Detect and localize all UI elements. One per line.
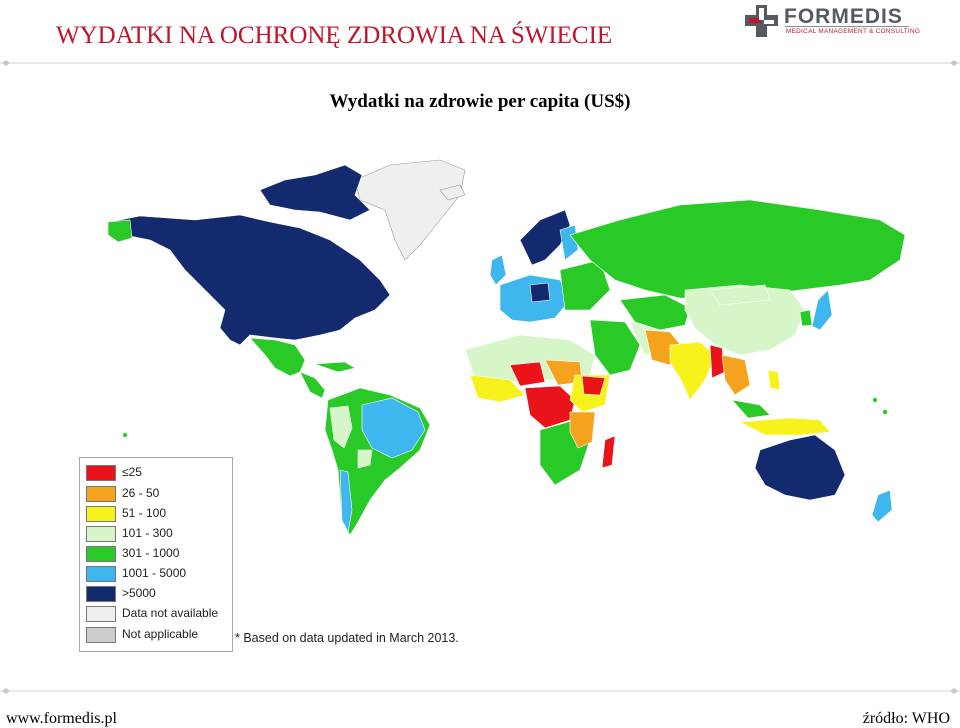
- legend-swatch: [86, 526, 116, 542]
- region-iceland: [439, 184, 466, 201]
- region-japan: [811, 289, 833, 331]
- region-central-asia: [619, 294, 691, 331]
- region-canada-islands: [259, 164, 371, 221]
- footer-website: www.formedis.pl: [6, 710, 117, 727]
- legend-label: ≤25: [122, 465, 142, 479]
- bottom-divider: [0, 688, 960, 694]
- region-brazil: [361, 397, 426, 459]
- slide-title: WYDATKI NA OCHRONĘ ZDROWIA NA ŚWIECIE: [56, 22, 613, 49]
- region-west-africa: [469, 374, 526, 403]
- region-central-america: [299, 371, 326, 399]
- region-andes: [329, 405, 353, 449]
- map-footnote: * Based on data updated in March 2013.: [235, 631, 459, 645]
- region-malaysia: [731, 399, 771, 419]
- legend-swatch: [86, 566, 116, 582]
- region-finland: [559, 224, 579, 261]
- region-north-america: [109, 214, 391, 346]
- legend-swatch: [86, 627, 116, 643]
- region-ethiopia: [581, 375, 606, 396]
- region-australia: [754, 434, 846, 501]
- map-title: Wydatki na zdrowie per capita (US$): [329, 91, 631, 112]
- footer-source: źródło: WHO: [862, 710, 950, 727]
- legend-label: >5000: [122, 586, 156, 600]
- cross-icon: [745, 5, 778, 37]
- legend-swatch: [86, 586, 116, 602]
- legend-swatch: [86, 546, 116, 562]
- region-new-zealand: [871, 489, 893, 523]
- legend-swatch: [86, 506, 116, 522]
- legend-label: Not applicable: [122, 627, 199, 641]
- legend-swatch: [86, 465, 116, 481]
- region-madagascar: [601, 435, 616, 469]
- region-sahel: [509, 361, 546, 387]
- world-map: [107, 159, 906, 536]
- legend-label: Data not available: [122, 606, 219, 620]
- region-chile: [339, 469, 353, 533]
- region-indochina: [721, 354, 751, 396]
- map-legend: ≤25 26 - 50 51 - 100 101 - 300 301 - 100…: [79, 457, 233, 652]
- region-paraguay: [357, 449, 373, 469]
- logo-underline: [785, 26, 909, 27]
- formedis-logo: FORMEDIS MEDICAL MANAGEMENT & CONSULTING: [744, 4, 920, 40]
- region-india: [669, 341, 716, 401]
- legend-label: 101 - 300: [122, 526, 173, 540]
- region-tanzania-mozambique: [569, 411, 596, 449]
- region-mongolia: [709, 284, 771, 306]
- region-indonesia: [738, 417, 831, 436]
- legend-label: 301 - 1000: [122, 546, 180, 560]
- region-pacific-islands: [872, 397, 878, 403]
- region-korea: [799, 309, 813, 327]
- legend-swatch: [86, 486, 116, 502]
- region-uk: [489, 254, 507, 286]
- region-philippines: [767, 369, 781, 391]
- region-atlantic-islands: [123, 433, 127, 437]
- region-central-africa: [524, 385, 576, 429]
- region-caribbean: [314, 361, 356, 373]
- region-russia: [569, 199, 906, 301]
- logo-tagline: MEDICAL MANAGEMENT & CONSULTING: [786, 28, 921, 35]
- legend-label: 26 - 50: [122, 486, 160, 500]
- logo-name: FORMEDIS: [784, 5, 903, 28]
- region-greenland: [354, 159, 466, 261]
- top-divider: [0, 60, 960, 66]
- region-pacific-islands: [882, 409, 888, 415]
- region-china: [684, 284, 806, 356]
- region-mexico: [249, 337, 306, 377]
- region-central-europe: [529, 282, 551, 303]
- region-alaska: [107, 219, 133, 243]
- legend-label: 1001 - 5000: [122, 566, 187, 580]
- legend-label: 51 - 100: [122, 506, 167, 520]
- region-middle-east: [589, 319, 641, 376]
- legend-swatch: [86, 606, 116, 622]
